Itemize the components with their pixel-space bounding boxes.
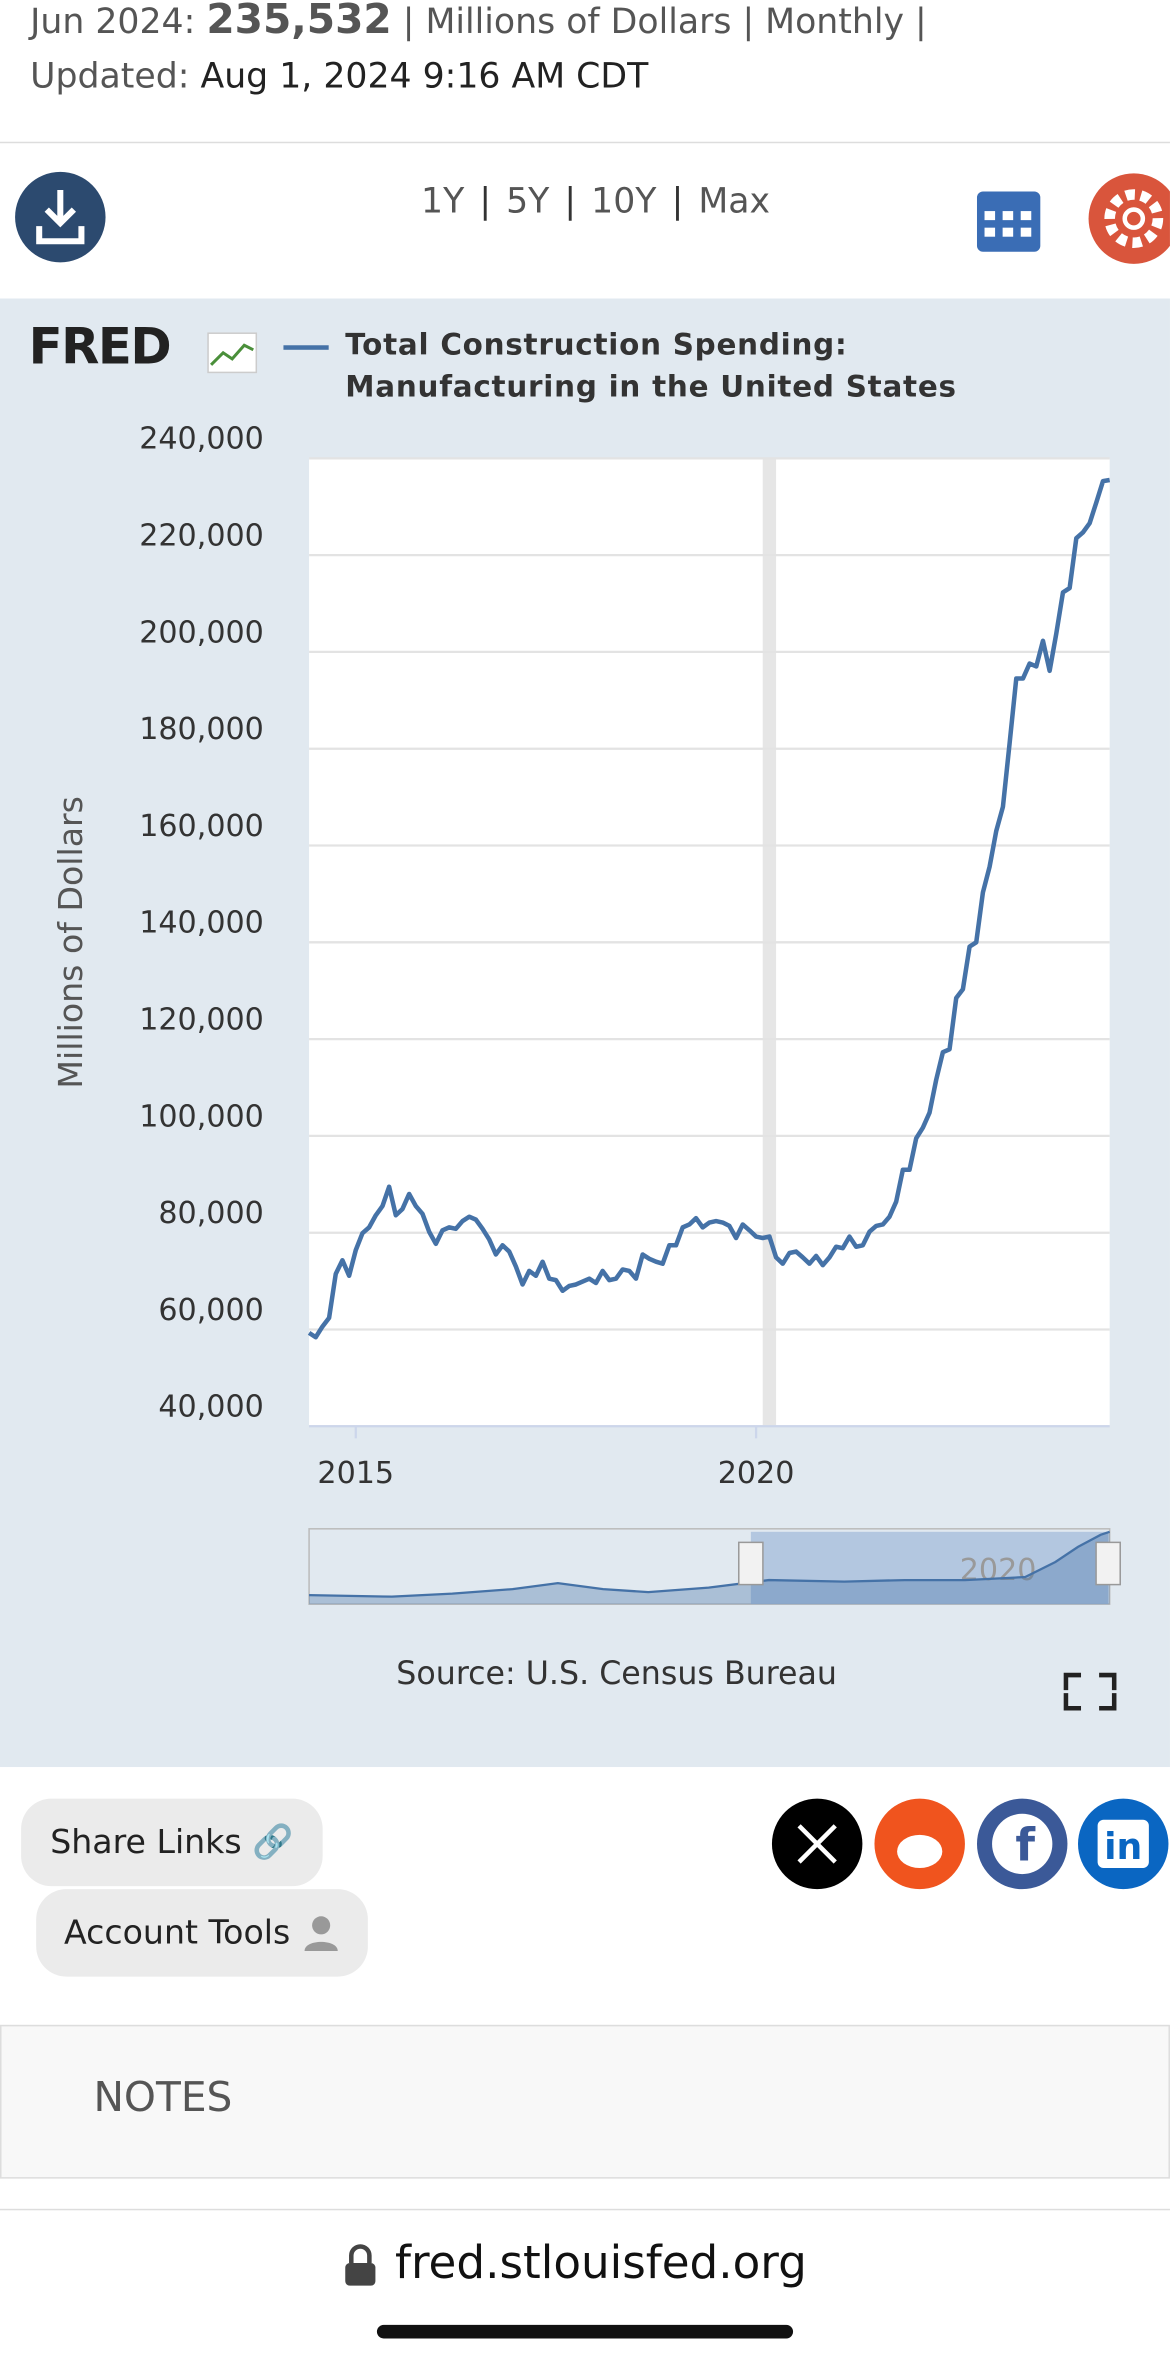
y-tick-label: 220,000 xyxy=(139,519,264,554)
y-axis-label: Millions of Dollars xyxy=(51,796,90,1089)
y-tick-label: 160,000 xyxy=(139,809,264,844)
svg-text:f: f xyxy=(1015,1819,1036,1872)
legend-swatch xyxy=(283,345,329,350)
meta: | Millions of Dollars | Monthly | xyxy=(402,3,927,43)
linkedin-share[interactable]: in xyxy=(1078,1798,1169,1890)
navigator-handle[interactable] xyxy=(738,1541,764,1586)
divider xyxy=(0,2208,1170,2211)
navigator: 2020 xyxy=(308,1528,1121,1605)
logo-icon xyxy=(207,332,258,374)
account-tools-label: Account Tools xyxy=(64,1914,291,1952)
range-button[interactable]: Max xyxy=(698,182,771,222)
separator: | xyxy=(671,182,684,222)
y-tick-label: 200,000 xyxy=(139,615,264,650)
y-tick-label: 140,000 xyxy=(139,906,264,941)
series-line xyxy=(307,477,1111,1340)
settings-button[interactable] xyxy=(1088,173,1170,264)
facebook-share[interactable]: f xyxy=(976,1798,1068,1890)
updated-line: Updated: Aug 1, 2024 9:16 AM CDT xyxy=(30,57,648,96)
navigator-label: 2020 xyxy=(960,1553,1037,1588)
separator: | xyxy=(564,182,577,222)
y-tick-label: 180,000 xyxy=(139,712,264,747)
x-tick-label: 2015 xyxy=(317,1456,394,1491)
calendar-button[interactable] xyxy=(976,191,1041,252)
y-tick-label: 240,000 xyxy=(139,422,264,457)
social-buttons: f in xyxy=(771,1798,1169,1890)
y-tick-label: 60,000 xyxy=(158,1293,263,1328)
notes-heading: NOTES xyxy=(93,2074,233,2122)
notes-panel xyxy=(0,2024,1170,2179)
range-button[interactable]: 1Y xyxy=(421,182,465,222)
y-tick-label: 80,000 xyxy=(158,1196,263,1231)
share-links-button[interactable]: Share Links 🔗 xyxy=(21,1798,323,1887)
chart: Millions of Dollars 2020 Source: U.S. Ce… xyxy=(51,422,1121,1711)
header-line: Jun 2024: 235,532 | Millions of Dollars … xyxy=(30,0,927,44)
y-tick-label: 40,000 xyxy=(158,1390,263,1425)
fullscreen-button[interactable] xyxy=(1063,1672,1117,1711)
x-share[interactable] xyxy=(771,1798,863,1890)
date: Jun 2024: xyxy=(30,3,196,43)
legend-entry: Total Construction Spending: Manufacturi… xyxy=(345,327,957,405)
share-links-label: Share Links xyxy=(50,1823,242,1862)
range-buttons: 1Y | 5Y | 10Y | Max xyxy=(0,182,1170,221)
lock-icon xyxy=(345,2244,376,2286)
latest-value: 235,532 xyxy=(206,0,392,44)
range-button[interactable]: 5Y xyxy=(506,182,550,222)
updated: Aug 1, 2024 9:16 AM CDT xyxy=(200,57,649,97)
navigator-handle[interactable] xyxy=(1095,1541,1121,1586)
x-tick-label: 2020 xyxy=(718,1456,795,1491)
separator: | xyxy=(479,182,492,222)
svg-text:in: in xyxy=(1104,1825,1142,1868)
logo: FRED xyxy=(28,316,172,376)
download-button[interactable] xyxy=(15,171,106,263)
y-tick-label: 100,000 xyxy=(139,1099,264,1134)
home-indicator xyxy=(376,2324,794,2339)
toolbar xyxy=(15,171,1170,264)
account-tools-button[interactable]: Account Tools xyxy=(36,1889,368,1977)
reddit-share[interactable] xyxy=(874,1798,965,1890)
range-button[interactable]: 10Y xyxy=(591,182,657,222)
updated-label: Updated: xyxy=(30,57,190,97)
y-tick-label: 120,000 xyxy=(139,1003,264,1038)
divider xyxy=(0,141,1170,144)
source: Source: U.S. Census Bureau xyxy=(396,1656,837,1692)
url: fred.stlouisfed.org xyxy=(395,2237,807,2291)
